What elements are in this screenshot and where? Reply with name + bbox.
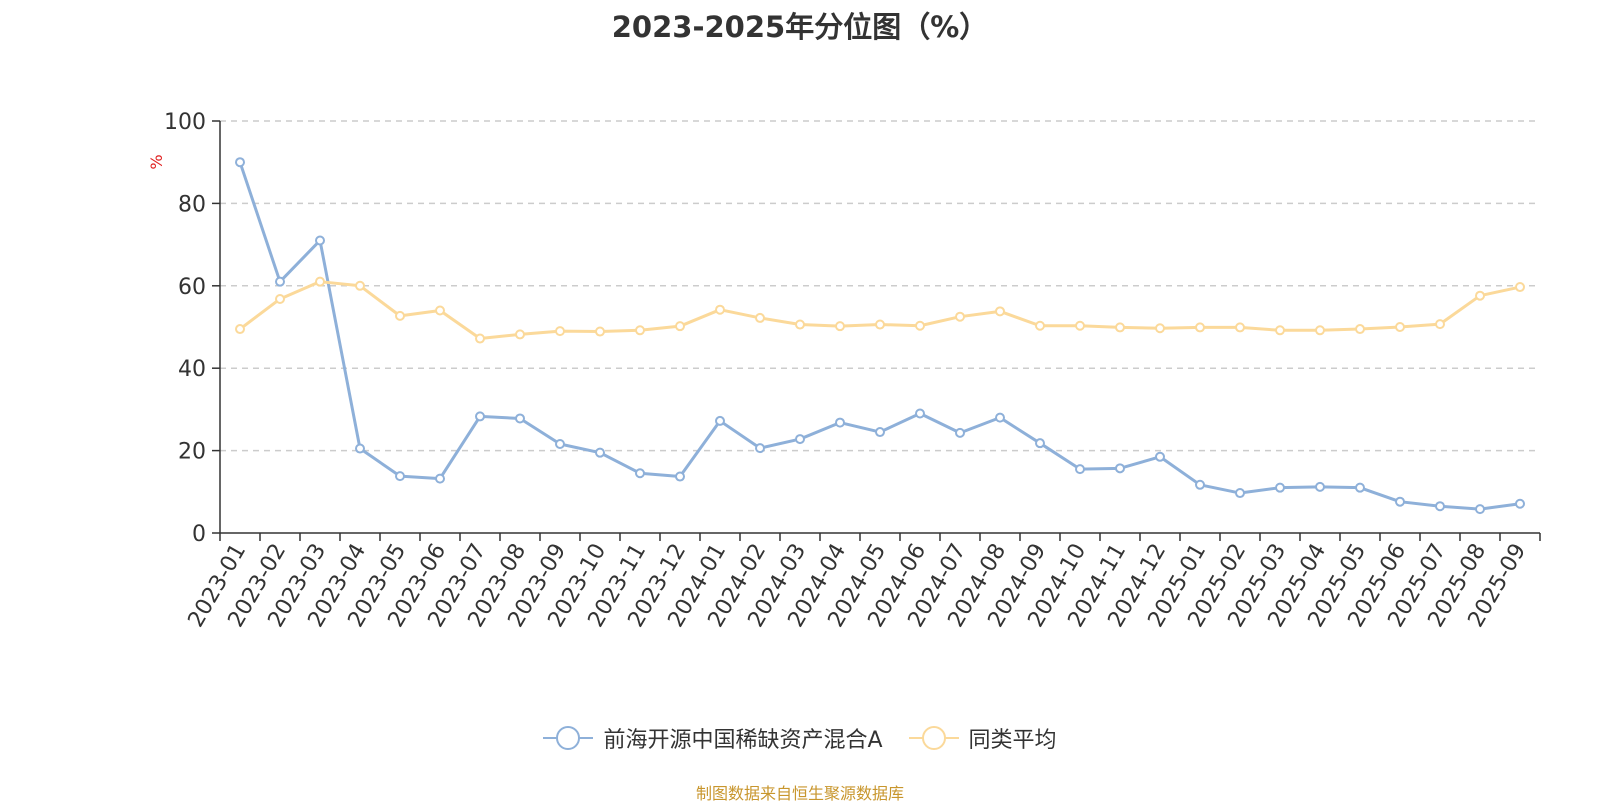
data-point[interactable] (1475, 290, 1485, 301)
data-point[interactable] (315, 276, 325, 287)
data-point[interactable] (235, 157, 245, 168)
data-point[interactable] (635, 468, 645, 479)
data-point[interactable] (1035, 438, 1045, 449)
data-point[interactable] (395, 310, 405, 321)
data-point[interactable] (595, 447, 605, 458)
data-point[interactable] (995, 412, 1005, 423)
data-point[interactable] (1235, 322, 1245, 333)
data-point[interactable] (1475, 504, 1485, 515)
y-tick-label: 0 (192, 522, 206, 547)
data-point[interactable] (1235, 488, 1245, 499)
data-point[interactable] (1435, 501, 1445, 512)
data-point[interactable] (795, 319, 805, 330)
axes: 0204060801002023-012023-022023-032023-04… (164, 110, 1541, 632)
data-point[interactable] (1395, 322, 1405, 332)
series-0 (235, 157, 1525, 515)
y-tick-label: 20 (178, 440, 206, 465)
data-point[interactable] (1355, 482, 1365, 493)
data-point[interactable] (595, 326, 605, 337)
y-axis-unit-label: % (147, 154, 166, 169)
data-point[interactable] (1275, 482, 1285, 493)
data-point[interactable] (355, 280, 365, 291)
data-point[interactable] (515, 329, 525, 340)
legend-label-fund: 前海开源中国稀缺资产混合A (603, 728, 883, 753)
legend-label-peer-average: 同类平均 (968, 728, 1057, 753)
legend: 前海开源中国稀缺资产混合A 同类平均 (0, 722, 1600, 754)
data-point[interactable] (475, 333, 485, 344)
chart-title: 2023-2025年分位图（%） (611, 10, 989, 44)
y-tick-label: 40 (178, 357, 206, 382)
data-point[interactable] (915, 408, 925, 419)
data-point[interactable] (995, 306, 1005, 317)
data-point[interactable] (955, 311, 965, 322)
legend-marker-peer-average-icon (908, 724, 959, 752)
data-point[interactable] (675, 321, 685, 332)
data-point[interactable] (955, 427, 965, 438)
data-point[interactable] (395, 471, 405, 482)
grid-lines (220, 120, 1540, 452)
data-point[interactable] (675, 471, 685, 482)
data-point[interactable] (635, 325, 645, 336)
data-point[interactable] (1115, 463, 1125, 474)
data-point[interactable] (835, 417, 845, 428)
data-point[interactable] (795, 434, 805, 445)
data-point[interactable] (555, 326, 565, 337)
data-point[interactable] (1435, 319, 1445, 330)
data-point[interactable] (1115, 322, 1125, 333)
data-point[interactable] (1075, 464, 1085, 475)
legend-marker-fund-icon (543, 724, 594, 752)
y-tick-label: 100 (164, 110, 206, 135)
data-point[interactable] (755, 312, 765, 323)
data-point[interactable] (1315, 481, 1325, 492)
data-point[interactable] (1155, 451, 1165, 462)
data-point[interactable] (1035, 320, 1045, 331)
data-point[interactable] (315, 235, 325, 246)
data-point[interactable] (1195, 322, 1205, 333)
data-point[interactable] (1155, 323, 1165, 334)
data-point[interactable] (875, 427, 885, 438)
legend-item-peer-average[interactable]: 同类平均 (908, 722, 1057, 754)
series-line (238, 161, 1521, 511)
data-point[interactable] (275, 276, 285, 287)
data-point[interactable] (475, 411, 485, 422)
data-point[interactable] (755, 443, 765, 454)
legend-item-fund[interactable]: 前海开源中国稀缺资产混合A (543, 722, 883, 754)
data-point[interactable] (355, 443, 365, 454)
data-point[interactable] (875, 319, 885, 330)
data-point[interactable] (1075, 320, 1085, 331)
data-point[interactable] (1395, 496, 1405, 507)
data-point[interactable] (1315, 325, 1325, 336)
data-point[interactable] (1515, 282, 1525, 293)
data-point[interactable] (715, 304, 725, 315)
data-point[interactable] (235, 324, 245, 335)
data-point[interactable] (915, 320, 925, 331)
series-layer (235, 157, 1525, 515)
y-tick-label: 60 (178, 275, 206, 300)
data-point[interactable] (835, 321, 845, 332)
data-point[interactable] (515, 413, 525, 424)
data-point[interactable] (435, 473, 445, 484)
data-point[interactable] (275, 293, 285, 304)
data-point[interactable] (715, 415, 725, 426)
data-point[interactable] (1275, 325, 1285, 336)
data-point[interactable] (435, 305, 445, 316)
series-line (239, 280, 1521, 341)
source-note: 制图数据来自恒生聚源数据库 (695, 784, 904, 803)
data-point[interactable] (1515, 498, 1525, 509)
y-tick-label: 80 (178, 192, 206, 217)
data-point[interactable] (555, 439, 565, 450)
data-point[interactable] (1195, 479, 1205, 490)
series-1 (235, 276, 1525, 344)
data-point[interactable] (1355, 324, 1365, 335)
